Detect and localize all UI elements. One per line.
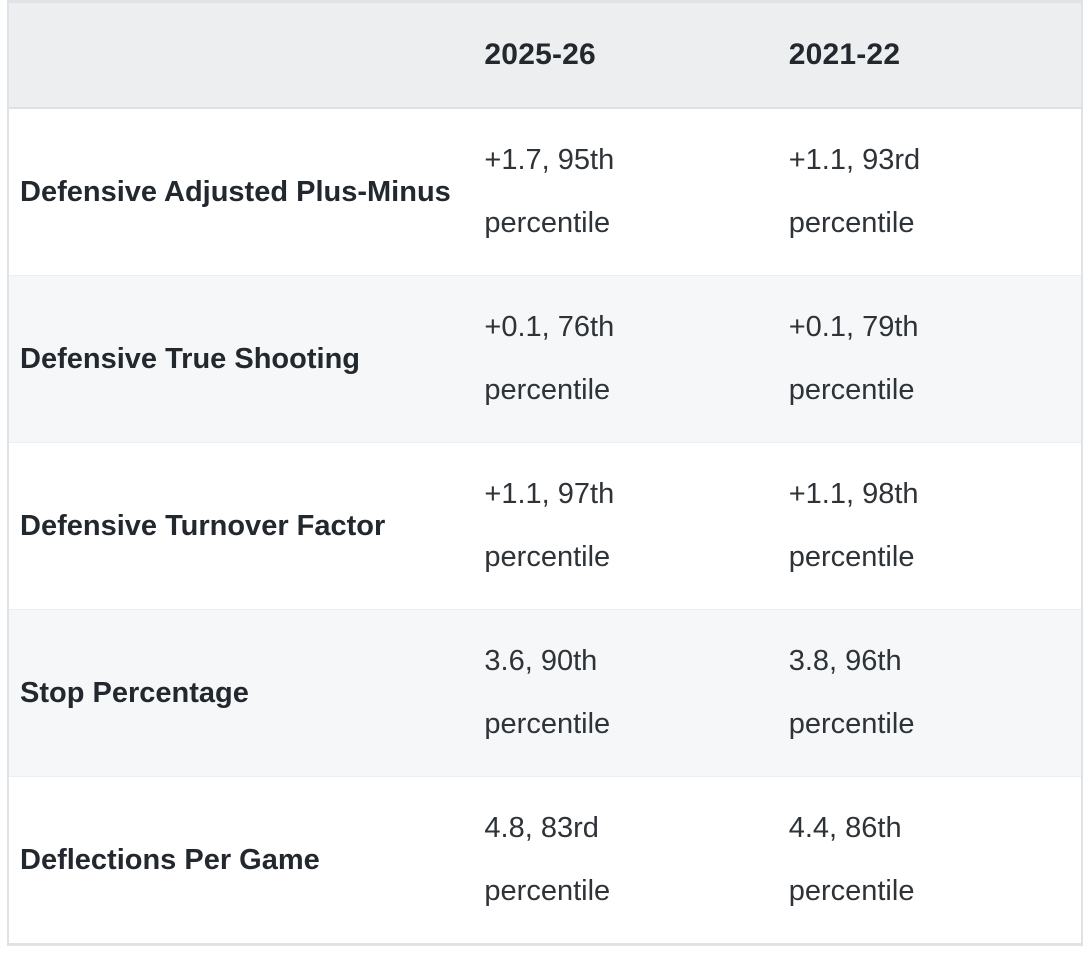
header-metric-column — [8, 1, 474, 109]
table-row: Stop Percentage 3.6, 90th percentile 3.8, 9… — [8, 609, 1082, 777]
metric-label: Deflections Per Game — [8, 776, 474, 945]
metric-value-line: +1.7, 95th — [484, 144, 615, 176]
metric-value: 3.8, 96th percentile — [777, 609, 1082, 777]
metric-label: Defensive Turnover Factor — [8, 442, 474, 610]
metric-value: +0.1, 76th percentile — [473, 275, 778, 443]
metric-value: 4.8, 83rd percentile — [473, 776, 778, 945]
metric-value: 4.4, 86th percentile — [777, 776, 1082, 945]
table-row: Deflections Per Game 4.8, 83rd percentile 4… — [8, 776, 1082, 945]
metric-value-line: percentile — [484, 708, 611, 740]
defensive-stats-table: 2025-26 2021-22 Defensive Adjusted Plus-… — [7, 0, 1083, 946]
metric-value-line: +0.1, 76th — [484, 311, 615, 343]
table-row: Defensive Adjusted Plus-Minus +1.7, 95th p… — [8, 108, 1082, 276]
metric-value-line: percentile — [484, 541, 611, 573]
table-row: Defensive Turnover Factor +1.1, 97th perce… — [8, 442, 1082, 610]
metric-value: +1.7, 95th percentile — [473, 108, 777, 276]
metric-label: Stop Percentage — [8, 609, 474, 777]
header-row: 2025-26 2021-22 — [8, 1, 1082, 109]
metric-value-line: +1.1, 98th — [788, 478, 919, 510]
table-header: 2025-26 2021-22 — [8, 1, 1082, 109]
metric-value: 3.6, 90th percentile — [473, 609, 778, 777]
metric-value-line: 3.6, 90th — [484, 645, 598, 677]
metric-value-line: +1.1, 97th — [484, 478, 615, 510]
metric-value-line: percentile — [484, 207, 611, 239]
metric-value-line: +0.1, 79th — [788, 311, 919, 343]
metric-value-line: percentile — [788, 541, 915, 573]
stats-table-container: 2025-26 2021-22 Defensive Adjusted Plus-… — [7, 0, 1083, 946]
metric-value-line: percentile — [788, 708, 915, 740]
metric-value: +0.1, 79th percentile — [777, 275, 1082, 443]
metric-value: +1.1, 98th percentile — [777, 442, 1082, 610]
table-body: Defensive Adjusted Plus-Minus +1.7, 95th p… — [8, 108, 1082, 945]
metric-value: +1.1, 93rd percentile — [778, 108, 1082, 276]
metric-value-line: percentile — [484, 875, 611, 907]
table-row: Defensive True Shooting +0.1, 76th percent… — [8, 275, 1082, 443]
metric-value-line: percentile — [788, 875, 915, 907]
metric-value-line: percentile — [788, 374, 915, 406]
metric-value-line: percentile — [484, 374, 611, 406]
metric-value-line: 4.8, 83rd — [484, 812, 599, 844]
metric-label: Defensive True Shooting — [8, 275, 474, 443]
header-season-2021-22: 2021-22 — [777, 1, 1082, 109]
metric-value: +1.1, 97th percentile — [473, 442, 778, 610]
header-season-2025-26: 2025-26 — [473, 1, 778, 109]
metric-value-line: 3.8, 96th — [788, 645, 902, 677]
metric-value-line: percentile — [788, 207, 915, 239]
metric-label: Defensive Adjusted Plus-Minus — [20, 175, 451, 208]
metric-value-line: +1.1, 93rd — [788, 144, 921, 176]
metric-value-line: 4.4, 86th — [788, 812, 902, 844]
